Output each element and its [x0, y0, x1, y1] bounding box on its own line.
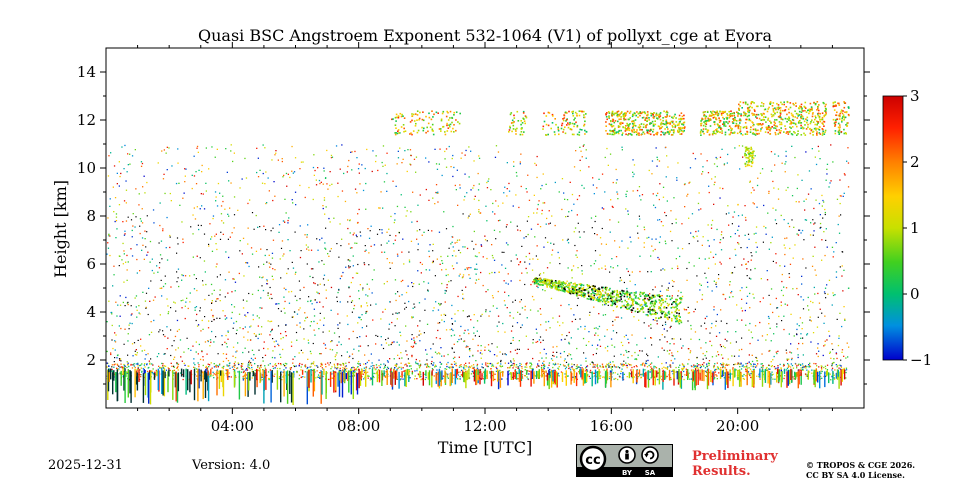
colorbar-tick-label: 2 [910, 153, 920, 171]
x-tick-label: 16:00 [590, 417, 633, 435]
y-tick-label: 6 [86, 255, 96, 273]
y-tick-label: 4 [86, 303, 96, 321]
x-tick-label: 12:00 [463, 417, 506, 435]
license-line2: CC BY SA 4.0 License. [806, 470, 905, 480]
y-tick-label: 10 [77, 159, 96, 177]
y-axis-label: Height [km] [51, 180, 70, 278]
license-line1: © TROPOS & CGE 2026. [806, 460, 916, 470]
share-alike-icon [641, 446, 659, 464]
colorbar [882, 95, 904, 361]
cirrus-cloud [391, 100, 850, 136]
x-axis: 04:00 08:00 12:00 16:00 20:00 [137, 42, 833, 435]
x-tick-label: 20:00 [716, 417, 759, 435]
y-axis: 2 4 6 8 10 12 14 [77, 63, 870, 385]
y-tick-label: 8 [86, 207, 96, 225]
date-label: 2025-12-31 [48, 458, 123, 473]
colorbar-tick-label: 1 [910, 219, 920, 237]
creative-commons-icon [579, 445, 607, 473]
colorbar-ticks: −1 0 1 2 3 [903, 87, 932, 369]
plot-area-frame [105, 47, 865, 409]
chart-title: Quasi BSC Angstroem Exponent 532-1064 (V… [198, 26, 772, 45]
data-field [106, 100, 850, 405]
colorbar-tick-label: 0 [910, 285, 920, 303]
x-tick-label: 04:00 [211, 417, 254, 435]
noise-scatter [106, 144, 850, 369]
y-tick-label: 12 [77, 111, 96, 129]
cc-license-badge: cc BY SA [576, 444, 673, 477]
cc-text: cc [585, 453, 600, 468]
preliminary-line1: Preliminary [692, 449, 778, 464]
by-text: BY [622, 469, 633, 476]
x-tick-label: 08:00 [337, 417, 380, 435]
aerosol-layer [533, 277, 683, 325]
x-axis-label: Time [UTC] [438, 438, 532, 457]
boundary-layer [106, 362, 848, 405]
y-tick-label: 2 [86, 351, 96, 369]
preliminary-line2: Results. [692, 464, 751, 479]
sa-text: SA [645, 469, 656, 476]
colorbar-tick-label: −1 [910, 351, 932, 369]
version-label: Version: 4.0 [192, 458, 271, 473]
y-tick-label: 14 [77, 63, 96, 81]
colorbar-tick-label: 3 [910, 87, 920, 105]
small-cloud [744, 146, 755, 168]
